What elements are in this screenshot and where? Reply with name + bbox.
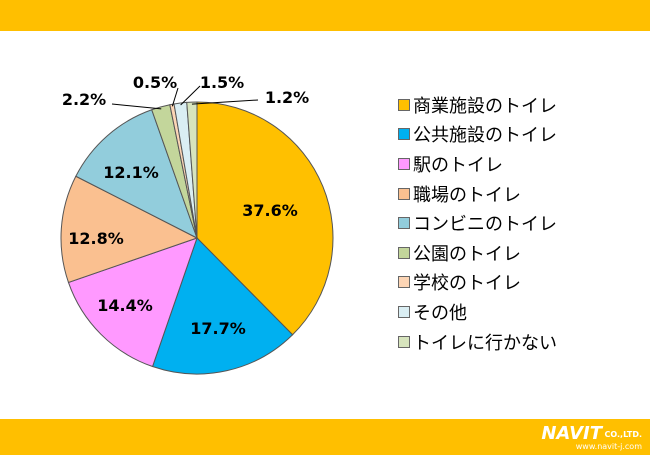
legend-item: その他 [398,297,638,327]
legend-label: 商業施設のトイレ [413,95,557,117]
legend-swatch [398,157,410,170]
legend-item: 商業施設のトイレ [398,90,638,120]
logo-suffix: CO.,LTD. [604,430,642,439]
legend-swatch [398,305,410,318]
legend-item: トイレに行かない [398,327,638,357]
data-label-1: 37.6% [242,201,298,220]
legend-item: 職場のトイレ [398,179,638,209]
legend-item: 公共施設のトイレ [398,120,638,150]
logo-url: www.navit-j.com [575,442,642,451]
legend-label: 公園のトイレ [413,243,521,265]
legend-label: コンビニのトイレ [413,214,557,236]
legend-swatch [398,276,410,289]
pie-slice-4 [60,175,199,284]
logo-name: NAVIT [541,423,602,444]
chart-legend: 商業施設のトイレ 公共施設のトイレ 駅のトイレ職場のトイレコンビニのトイレ 公園のトイ… [398,90,638,356]
data-label-7: 0.5% [133,73,177,92]
legend-swatch [398,335,410,348]
navit-logo: NAVIT CO.,LTD. www.navit-j.com [530,423,642,452]
pie-chart: 37.6% 17.7% 14.4% 12.8% 12.1% 2.2% 0.5% 1.5% 1.2… [60,73,334,375]
data-label-9: 1.2% [265,88,309,107]
legend-label: 学校のトイレ [413,273,521,295]
legend-item: 駅のトイレ [398,149,638,179]
leader-line-6 [111,103,162,110]
legend-swatch [398,128,410,141]
legend-label: 職場のトイレ [413,184,521,206]
pie-slice-2 [151,237,294,375]
pie-slice-1 [196,101,334,336]
legend-swatch [398,246,410,259]
pie-slice-9 [186,101,198,239]
legend-swatch [398,187,410,200]
data-label-6: 2.2% [62,90,106,109]
data-label-4: 12.8% [68,229,124,248]
leader-lines [111,85,259,110]
leader-line-9 [191,99,259,105]
legend-swatch [398,217,410,230]
leader-line-8 [180,85,201,106]
data-labels: 37.6% 17.7% 14.4% 12.8% 12.1% 2.2% 0.5% 1.5% 1.2… [62,73,309,338]
legend-label: トイレに行かない [413,332,557,354]
data-label-5: 12.1% [103,163,159,182]
legend-label: 公共施設のトイレ [413,125,557,147]
data-label-2: 17.7% [190,319,246,338]
legend-label: その他 [413,302,467,324]
pie-slices [60,101,334,375]
data-label-3: 14.4% [97,296,153,315]
pie-slice-3 [67,237,198,368]
leader-line-7 [171,87,179,107]
legend-item: 公園のトイレ [398,238,638,268]
pie-slice-5 [75,109,198,240]
legend-item: 学校のトイレ [398,268,638,298]
legend-swatch [398,98,410,111]
legend-label: 駅のトイレ [413,154,503,176]
legend-item: コンビニのトイレ [398,208,638,238]
top-header-band [0,0,650,31]
data-label-8: 1.5% [200,73,244,92]
bottom-footer-band [0,419,650,455]
